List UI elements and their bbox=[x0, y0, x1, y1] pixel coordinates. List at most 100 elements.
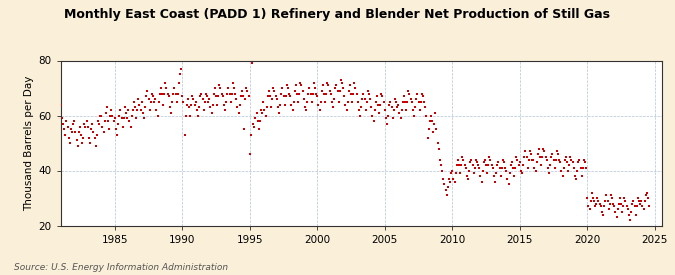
Point bbox=[74, 130, 84, 134]
Point bbox=[475, 174, 486, 178]
Point bbox=[342, 100, 353, 104]
Point bbox=[387, 116, 398, 120]
Point bbox=[150, 97, 161, 101]
Point bbox=[254, 119, 265, 123]
Point bbox=[338, 86, 348, 90]
Point bbox=[107, 113, 118, 118]
Point bbox=[57, 116, 68, 120]
Point bbox=[362, 89, 373, 93]
Point bbox=[329, 97, 340, 101]
Point bbox=[132, 108, 142, 112]
Point bbox=[134, 102, 145, 107]
Point bbox=[364, 97, 375, 101]
Point bbox=[609, 204, 620, 208]
Point bbox=[565, 155, 576, 159]
Point bbox=[298, 97, 309, 101]
Point bbox=[206, 111, 217, 115]
Point bbox=[307, 91, 318, 96]
Point bbox=[452, 157, 463, 162]
Point bbox=[608, 201, 618, 206]
Point bbox=[314, 108, 325, 112]
Point bbox=[629, 204, 640, 208]
Point bbox=[556, 168, 567, 173]
Point bbox=[162, 91, 173, 96]
Point bbox=[467, 163, 478, 167]
Point bbox=[198, 108, 209, 112]
Point bbox=[423, 127, 434, 131]
Point bbox=[543, 171, 554, 175]
Point bbox=[173, 80, 184, 85]
Point bbox=[415, 100, 426, 104]
Point bbox=[437, 168, 448, 173]
Point bbox=[504, 171, 515, 175]
Point bbox=[344, 89, 354, 93]
Point bbox=[454, 163, 464, 167]
Point bbox=[152, 113, 163, 118]
Point bbox=[256, 108, 267, 112]
Point bbox=[217, 94, 228, 98]
Point bbox=[78, 135, 88, 140]
Point bbox=[189, 102, 200, 107]
Point bbox=[643, 196, 653, 200]
Point bbox=[546, 155, 557, 159]
Point bbox=[267, 97, 277, 101]
Point bbox=[209, 86, 220, 90]
Point bbox=[589, 199, 599, 203]
Point bbox=[159, 91, 169, 96]
Point bbox=[530, 168, 541, 173]
Point bbox=[250, 116, 261, 120]
Point bbox=[207, 102, 218, 107]
Point bbox=[464, 168, 475, 173]
Point bbox=[577, 166, 588, 170]
Point bbox=[243, 94, 254, 98]
Point bbox=[305, 91, 316, 96]
Point bbox=[223, 86, 234, 90]
Point bbox=[442, 185, 453, 189]
Point bbox=[408, 113, 419, 118]
Point bbox=[176, 67, 186, 71]
Point bbox=[455, 171, 466, 175]
Point bbox=[306, 100, 317, 104]
Point bbox=[358, 91, 369, 96]
Point bbox=[186, 102, 196, 107]
Point bbox=[238, 94, 248, 98]
Point bbox=[624, 212, 634, 217]
Point bbox=[136, 100, 147, 104]
Point bbox=[414, 108, 425, 112]
Point bbox=[433, 146, 444, 151]
Point bbox=[118, 116, 129, 120]
Point bbox=[408, 108, 418, 112]
Point bbox=[535, 155, 545, 159]
Point bbox=[499, 160, 510, 164]
Point bbox=[227, 80, 238, 85]
Point bbox=[205, 105, 216, 109]
Point bbox=[354, 113, 365, 118]
Point bbox=[398, 100, 408, 104]
Point bbox=[554, 157, 564, 162]
Point bbox=[219, 102, 230, 107]
Point bbox=[562, 160, 572, 164]
Point bbox=[528, 157, 539, 162]
Point bbox=[325, 91, 336, 96]
Point bbox=[590, 204, 601, 208]
Point bbox=[369, 108, 380, 112]
Point bbox=[503, 182, 514, 186]
Point bbox=[529, 166, 540, 170]
Point bbox=[290, 89, 300, 93]
Point bbox=[204, 97, 215, 101]
Point bbox=[439, 182, 450, 186]
Point bbox=[576, 174, 587, 178]
Point bbox=[349, 80, 360, 85]
Point bbox=[472, 160, 483, 164]
Point bbox=[600, 199, 611, 203]
Point bbox=[177, 94, 188, 98]
Point bbox=[317, 89, 327, 93]
Point bbox=[485, 157, 496, 162]
Point bbox=[65, 127, 76, 131]
Point bbox=[91, 133, 102, 137]
Point bbox=[188, 97, 199, 101]
Point bbox=[607, 196, 618, 200]
Point bbox=[421, 113, 432, 118]
Point bbox=[373, 102, 383, 107]
Point bbox=[320, 100, 331, 104]
